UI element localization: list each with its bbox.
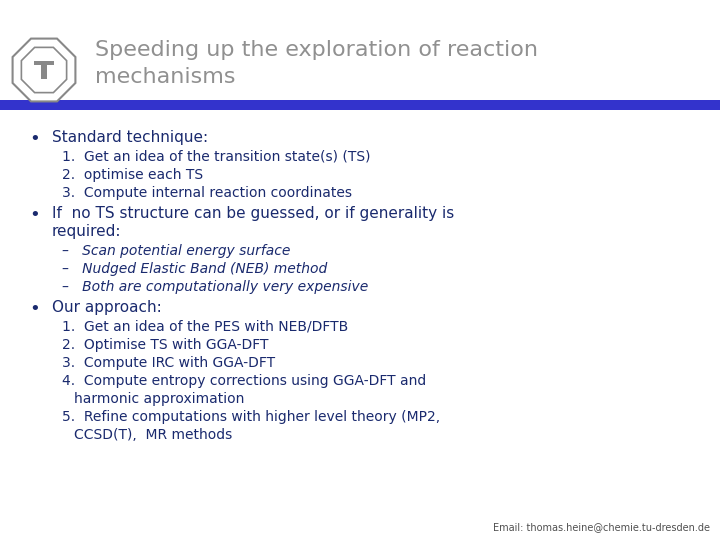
Text: •: • (30, 130, 40, 148)
Text: Standard technique:: Standard technique: (52, 130, 208, 145)
Text: Our approach:: Our approach: (52, 300, 162, 315)
FancyBboxPatch shape (34, 61, 55, 65)
Text: 1.  Get an idea of the PES with NEB/DFTB: 1. Get an idea of the PES with NEB/DFTB (62, 320, 348, 334)
Text: 1.  Get an idea of the transition state(s) (TS): 1. Get an idea of the transition state(s… (62, 150, 371, 164)
Text: 3.  Compute internal reaction coordinates: 3. Compute internal reaction coordinates (62, 186, 352, 200)
Text: •: • (30, 206, 40, 224)
Text: •: • (30, 300, 40, 318)
Polygon shape (22, 48, 67, 93)
Text: Speeding up the exploration of reaction: Speeding up the exploration of reaction (95, 40, 538, 60)
Text: –   Nudged Elastic Band (NEB) method: – Nudged Elastic Band (NEB) method (62, 262, 328, 276)
Text: 2.  optimise each TS: 2. optimise each TS (62, 168, 203, 182)
Text: 4.  Compute entropy corrections using GGA-DFT and: 4. Compute entropy corrections using GGA… (62, 374, 426, 388)
Text: 2.  Optimise TS with GGA-DFT: 2. Optimise TS with GGA-DFT (62, 338, 269, 352)
Polygon shape (12, 38, 76, 102)
Text: required:: required: (52, 224, 122, 239)
Text: Email: thomas.heine@chemie.tu-dresden.de: Email: thomas.heine@chemie.tu-dresden.de (493, 522, 710, 532)
FancyBboxPatch shape (0, 100, 720, 110)
Text: harmonic approximation: harmonic approximation (74, 392, 244, 406)
Text: 5.  Refine computations with higher level theory (MP2,: 5. Refine computations with higher level… (62, 410, 440, 424)
FancyBboxPatch shape (41, 61, 47, 79)
Text: mechanisms: mechanisms (95, 67, 235, 87)
Text: CCSD(T),  MR methods: CCSD(T), MR methods (74, 428, 233, 442)
Text: –   Scan potential energy surface: – Scan potential energy surface (62, 244, 290, 258)
Text: 3.  Compute IRC with GGA-DFT: 3. Compute IRC with GGA-DFT (62, 356, 275, 370)
Text: –   Both are computationally very expensive: – Both are computationally very expensiv… (62, 280, 368, 294)
Text: If  no TS structure can be guessed, or if generality is: If no TS structure can be guessed, or if… (52, 206, 454, 221)
